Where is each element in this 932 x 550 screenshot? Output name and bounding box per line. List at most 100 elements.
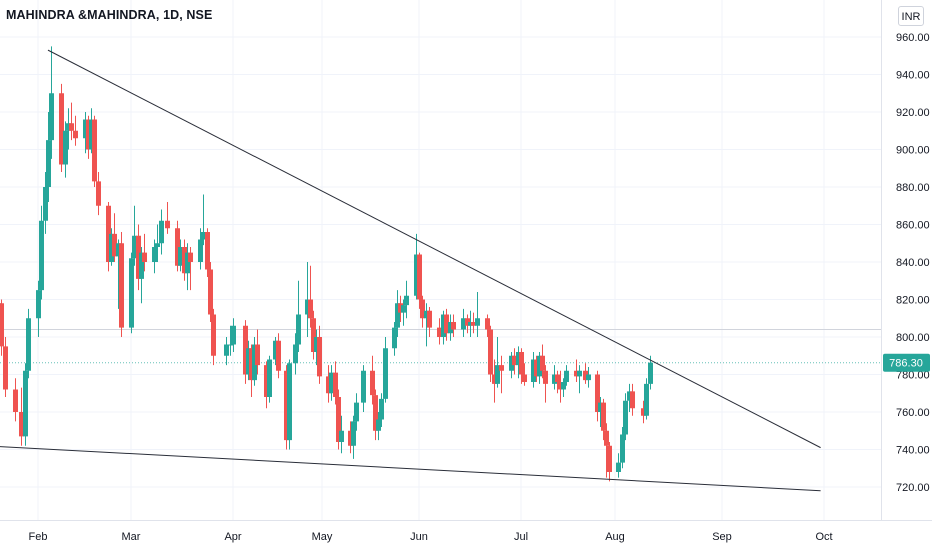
- candle[interactable]: [273, 340, 278, 360]
- candle[interactable]: [89, 119, 94, 150]
- candle[interactable]: [284, 370, 289, 441]
- candle[interactable]: [317, 337, 322, 377]
- candle[interactable]: [106, 205, 111, 262]
- candle[interactable]: [574, 370, 579, 377]
- candle[interactable]: [485, 318, 490, 330]
- candle[interactable]: [224, 344, 229, 356]
- candle[interactable]: [109, 233, 114, 262]
- candle[interactable]: [132, 235, 137, 259]
- candle[interactable]: [465, 318, 470, 326]
- candle[interactable]: [112, 233, 117, 257]
- candle[interactable]: [311, 318, 316, 352]
- candle[interactable]: [383, 348, 388, 399]
- candle[interactable]: [604, 430, 609, 446]
- candle[interactable]: [92, 119, 97, 182]
- candle[interactable]: [249, 348, 254, 381]
- candle[interactable]: [586, 374, 591, 381]
- candle[interactable]: [287, 363, 292, 441]
- candle[interactable]: [607, 445, 612, 472]
- candle[interactable]: [264, 365, 269, 397]
- candle[interactable]: [543, 370, 548, 384]
- trendline-lower[interactable]: [0, 446, 821, 492]
- candle[interactable]: [370, 370, 375, 396]
- candle[interactable]: [86, 119, 91, 150]
- candle[interactable]: [468, 322, 473, 326]
- candle[interactable]: [648, 362, 653, 384]
- candle[interactable]: [401, 305, 406, 313]
- candle[interactable]: [641, 408, 646, 416]
- candle[interactable]: [336, 397, 341, 442]
- candle[interactable]: [379, 398, 384, 420]
- candle[interactable]: [19, 412, 24, 437]
- candle[interactable]: [516, 352, 521, 366]
- candle[interactable]: [243, 325, 248, 375]
- candle[interactable]: [178, 247, 183, 266]
- candle[interactable]: [129, 258, 134, 328]
- candle[interactable]: [437, 327, 442, 337]
- candle[interactable]: [152, 247, 157, 262]
- candle[interactable]: [59, 93, 64, 165]
- candle[interactable]: [159, 220, 164, 244]
- candle[interactable]: [441, 314, 446, 338]
- candle[interactable]: [175, 228, 180, 266]
- candle[interactable]: [414, 254, 419, 296]
- trendline-upper[interactable]: [47, 49, 821, 449]
- candle[interactable]: [598, 402, 603, 412]
- candle[interactable]: [420, 299, 425, 319]
- candle[interactable]: [23, 370, 28, 437]
- candle[interactable]: [116, 243, 121, 257]
- candle[interactable]: [36, 290, 41, 319]
- candle[interactable]: [373, 395, 378, 431]
- candle[interactable]: [537, 355, 542, 377]
- candle[interactable]: [644, 383, 649, 416]
- candle[interactable]: [540, 355, 545, 371]
- candle[interactable]: [616, 462, 621, 472]
- candle[interactable]: [205, 232, 210, 270]
- candle[interactable]: [185, 252, 190, 274]
- candle[interactable]: [119, 243, 124, 328]
- candle[interactable]: [427, 310, 432, 328]
- candle[interactable]: [252, 344, 257, 381]
- candle[interactable]: [231, 325, 236, 345]
- candle[interactable]: [495, 365, 500, 384]
- candle[interactable]: [519, 352, 524, 375]
- candle[interactable]: [13, 389, 18, 413]
- candle[interactable]: [66, 123, 71, 131]
- candle[interactable]: [73, 130, 78, 139]
- candle[interactable]: [475, 318, 480, 326]
- currency-button[interactable]: INR: [898, 6, 924, 26]
- candle[interactable]: [267, 359, 272, 398]
- candle[interactable]: [198, 239, 203, 263]
- candle[interactable]: [43, 187, 48, 221]
- candle[interactable]: [308, 299, 313, 319]
- candle[interactable]: [398, 303, 403, 313]
- candle[interactable]: [461, 318, 466, 330]
- candle[interactable]: [552, 374, 557, 384]
- candle[interactable]: [305, 299, 310, 315]
- candle[interactable]: [531, 359, 536, 383]
- candle[interactable]: [424, 310, 429, 319]
- candle[interactable]: [595, 374, 600, 413]
- candle[interactable]: [339, 430, 344, 442]
- candle[interactable]: [96, 181, 101, 206]
- candle[interactable]: [404, 295, 409, 306]
- candle[interactable]: [577, 370, 582, 377]
- candle[interactable]: [211, 314, 216, 356]
- candle[interactable]: [558, 382, 563, 390]
- candle[interactable]: [395, 303, 400, 328]
- candle[interactable]: [293, 344, 298, 364]
- candle[interactable]: [39, 220, 44, 291]
- candle[interactable]: [627, 391, 632, 401]
- candle[interactable]: [564, 370, 569, 382]
- candle[interactable]: [361, 370, 366, 403]
- candle[interactable]: [69, 123, 74, 131]
- candle[interactable]: [333, 372, 338, 397]
- candle[interactable]: [26, 318, 31, 371]
- candle[interactable]: [228, 344, 233, 346]
- candle[interactable]: [561, 382, 566, 390]
- candle[interactable]: [182, 247, 187, 274]
- candle[interactable]: [512, 355, 517, 366]
- candle[interactable]: [448, 322, 453, 334]
- candle[interactable]: [208, 269, 213, 315]
- candle[interactable]: [620, 434, 625, 463]
